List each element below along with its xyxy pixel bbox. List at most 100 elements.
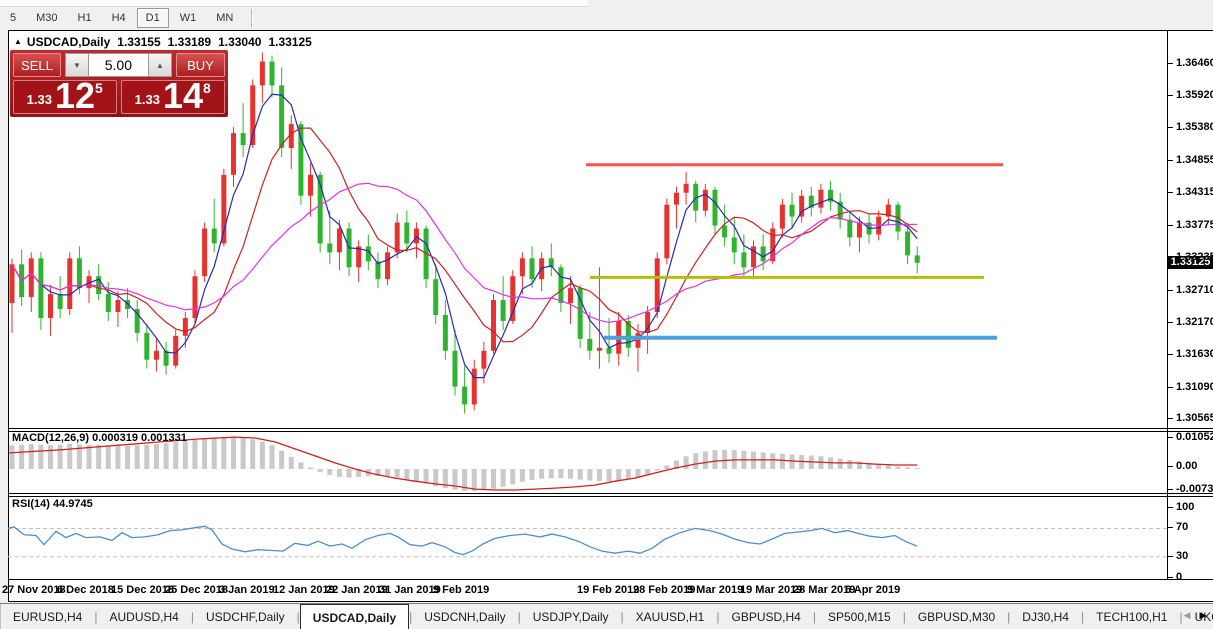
macd-histogram-bar [895,466,901,469]
volume-decrease-button[interactable]: ▼ [65,53,89,77]
candle-body [404,222,410,244]
chart-tab-dj30[interactable]: DJ30,H4 [1022,610,1069,624]
macd-histogram-bar [577,469,583,480]
buy-price-prefix: 1.33 [134,92,160,107]
tab-separator: | [94,610,98,624]
candle-body [491,300,496,351]
timeframe-button-mn[interactable]: MN [216,12,234,24]
price-tick-label: 1.33775 [1176,219,1213,231]
candle-body [67,258,73,310]
candle-body [375,261,381,280]
candle-body [519,258,525,277]
macd-histogram-bar [153,444,159,469]
candle-body [394,222,400,253]
candle-body [211,228,217,244]
macd-histogram-bar [471,469,477,492]
chart-tab-xauusd[interactable]: XAUUSD,H1 [635,610,705,624]
timeframe-button-h4[interactable]: H4 [111,12,126,24]
macd-histogram-bar [394,469,400,478]
macd-histogram-bar [298,462,304,469]
timeframe-button-5[interactable]: 5 [10,12,17,24]
macd-tick-label: 0.010525 [1176,431,1213,443]
candle-body [115,300,121,313]
candle-body [760,246,766,262]
macd-histogram-bar [125,445,131,469]
candle-body [510,276,516,321]
collapse-icon[interactable]: ▲ [14,37,22,46]
candle-body [28,258,34,298]
macd-histogram-bar [317,469,323,473]
chart-tab-sp500[interactable]: SP500,M15 [827,610,891,624]
timeframe-button-m30[interactable]: M30 [36,12,58,24]
candle-body [202,228,208,277]
buy-quote[interactable]: 1.33 14 8 [120,75,225,116]
macd-histogram-bar [182,441,188,469]
tab-scroll-right-icon[interactable]: ▶ [1199,609,1207,620]
candle-body [683,183,689,193]
candle-body [452,350,458,387]
rsi-tick-label: 70 [1176,521,1189,533]
chart-tab-audusd[interactable]: AUDUSD,H4 [109,610,179,624]
macd-histogram-bar [346,469,352,478]
rsi-tick-label: 0 [1176,571,1183,583]
volume-input[interactable]: 5.00 [89,53,148,77]
macd-histogram-bar [779,453,785,469]
timeframe-button-h1[interactable]: H1 [77,12,92,24]
macd-histogram-bar [115,445,121,469]
macd-histogram-bar [385,469,391,477]
candle-body [635,332,641,348]
candle-body [433,279,439,315]
macd-histogram-bar [269,445,275,469]
chart-tab-eurusd[interactable]: EURUSD,H4 [13,610,83,624]
chart-tab-usdcad[interactable]: USDCAD,Daily [299,604,410,629]
price-tick-label: 1.35920 [1176,89,1213,101]
buy-price-big: 14 [162,75,204,116]
chart-tab-usdchf[interactable]: USDCHF,Daily [205,610,285,624]
sell-price-big: 12 [54,75,96,116]
macd-pane [9,436,920,492]
candle-body [57,294,63,310]
date-tick-label: 25 Dec 2018 [165,584,228,596]
timeframe-toolbar: 5 M30 H1 H4 D1 W1 MN [0,7,1213,29]
macd-histogram-bar [423,469,429,484]
macd-histogram-bar [847,459,853,469]
candle-body [645,312,651,333]
chart-symbol: USDCAD,Daily [26,35,111,49]
chart-tab-ukoil[interactable]: UKOil,H [1194,610,1213,624]
tab-scroll-left-icon[interactable]: ◀ [1183,609,1191,620]
chart-tab-gbpusd[interactable]: GBPUSD,H4 [731,610,801,624]
macd-histogram-bar [491,469,496,489]
buy-button[interactable]: BUY [176,53,225,77]
tab-separator: | [517,610,521,624]
macd-histogram-bar [837,458,843,469]
macd-histogram-bar [19,444,25,469]
macd-tick-label: -0.0073 [1176,483,1213,495]
upper-toolbar-edge [0,0,588,7]
chart-tab-usdcnh[interactable]: USDCNH,Daily [424,610,506,624]
date-tick-label: 6 Dec 2018 [57,584,114,596]
candle-body [596,347,602,351]
timeframe-button-w1[interactable]: W1 [179,12,197,24]
macd-histogram-bar [856,461,862,469]
chart-tab-tech100[interactable]: TECH100,H1 [1096,610,1168,624]
candle-body [654,258,660,313]
candle-body [96,276,102,295]
candle-body [587,338,593,351]
chart-tab-gbpusd[interactable]: GBPUSD,M30 [917,610,996,624]
volume-increase-button[interactable]: ▲ [148,53,172,77]
candle-body [86,276,92,289]
macd-histogram-bar [500,469,506,487]
candle-body [529,258,535,280]
sell-quote[interactable]: 1.33 12 5 [13,75,117,116]
candle-body [673,192,679,205]
candle-body [712,189,718,226]
chart-tab-usdjpy[interactable]: USDJPY,Daily [532,610,609,624]
timeframe-button-d1[interactable]: D1 [136,8,169,28]
candle-body [914,255,920,263]
sell-button[interactable]: SELL [13,53,61,77]
tab-separator: | [409,610,413,624]
candle-body [847,219,853,238]
candle-body [481,350,487,369]
candle-body [134,309,140,333]
